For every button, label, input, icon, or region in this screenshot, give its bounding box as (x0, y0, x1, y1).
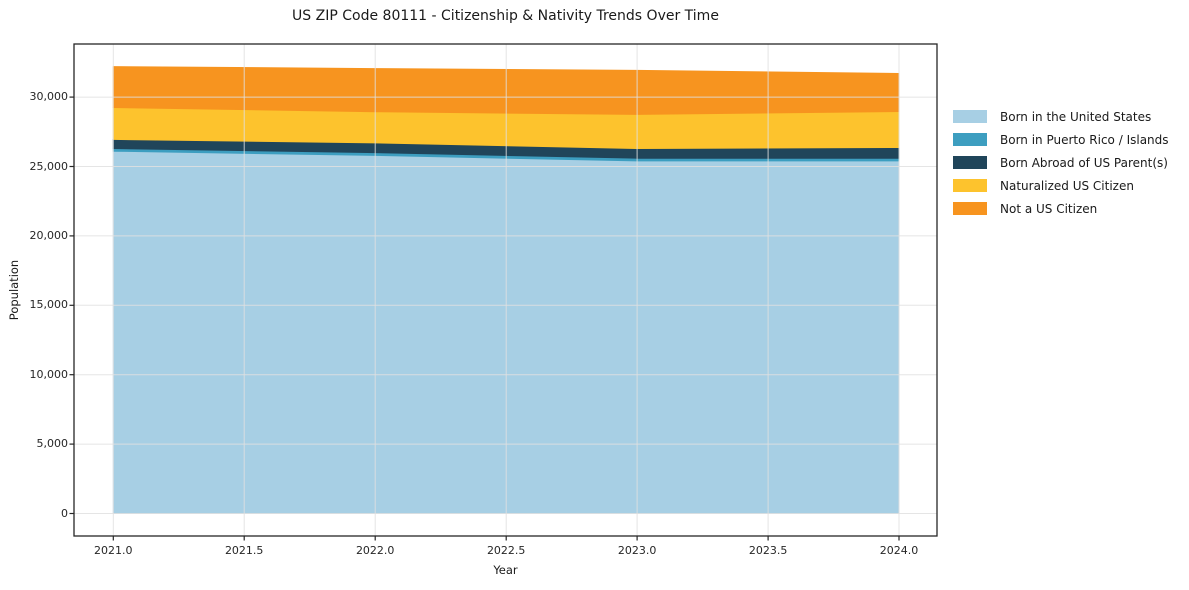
x-tick-label: 2023.5 (748, 544, 788, 557)
legend-swatch-born-abroad (953, 156, 987, 169)
legend-swatch-born-in-us (953, 110, 987, 123)
legend-label: Born Abroad of US Parent(s) (1000, 155, 1168, 170)
x-tick-label: 2022.5 (486, 544, 526, 557)
legend-label: Not a US Citizen (1000, 201, 1098, 216)
y-tick-label: 10,000 (29, 367, 69, 381)
legend-item: Naturalized US Citizen (953, 174, 1169, 197)
y-tick-label: 25,000 (29, 159, 69, 173)
y-tick-label: 0 (61, 506, 68, 520)
legend-item: Not a US Citizen (953, 197, 1169, 220)
x-axis-label: Year (493, 563, 518, 577)
legend-swatch-not-citizen (953, 202, 987, 215)
legend-label: Born in the United States (1000, 109, 1152, 124)
y-tick-label: 20,000 (29, 228, 69, 242)
legend-label: Born in Puerto Rico / Islands (1000, 132, 1169, 147)
legend-swatch-puerto-rico-islands (953, 133, 987, 146)
legend-item: Born Abroad of US Parent(s) (953, 151, 1169, 174)
legend-item: Born in Puerto Rico / Islands (953, 128, 1169, 151)
legend-item: Born in the United States (953, 105, 1169, 128)
x-tick-label: 2022.0 (355, 544, 395, 557)
x-tick-label: 2021.5 (224, 544, 264, 557)
y-axis-label: Population (7, 259, 21, 321)
plot-border (73, 43, 938, 537)
legend: Born in the United States Born in Puerto… (953, 105, 1169, 220)
x-tick-label: 2021.0 (94, 544, 133, 557)
y-tick-label: 5,000 (36, 437, 69, 451)
x-tick-label: 2024.0 (879, 544, 919, 557)
y-tick-label: 15,000 (29, 298, 69, 312)
chart-title: US ZIP Code 80111 - Citizenship & Nativi… (292, 8, 719, 24)
legend-swatch-naturalized (953, 179, 987, 192)
x-tick-label: 2023.0 (617, 544, 657, 557)
y-tick-label: 30,000 (29, 90, 69, 104)
legend-label: Naturalized US Citizen (1000, 178, 1134, 193)
